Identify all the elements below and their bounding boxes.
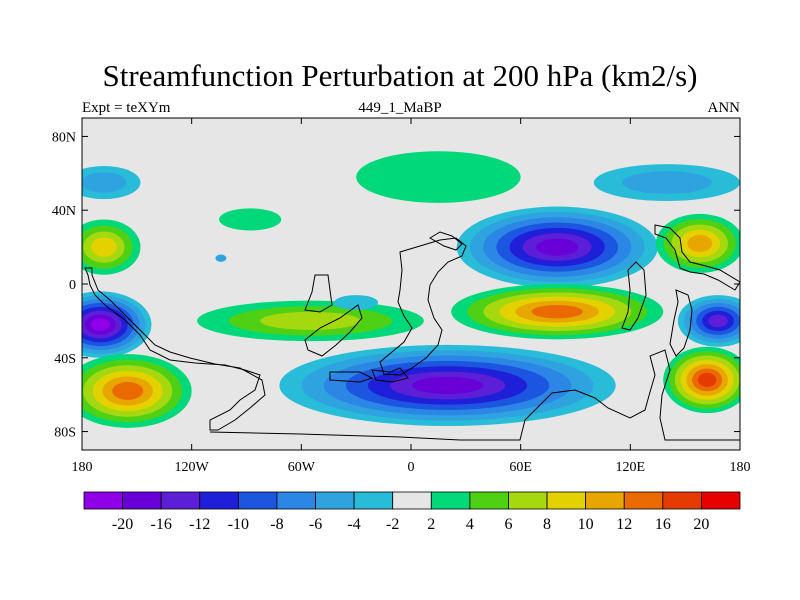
colorbar: -20 -16 -12 -10 -8 -6 -4 -2 2 4 6 8 10 12 16 20 bbox=[83, 491, 741, 533]
colorbar-swatch bbox=[701, 491, 741, 510]
colorbar-label: 10 bbox=[578, 516, 594, 533]
coastline-layer bbox=[84, 224, 740, 441]
contour-level-12-0 bbox=[334, 295, 379, 310]
left-string: Expt = teXYm bbox=[82, 100, 171, 116]
coastline-americas bbox=[84, 267, 266, 431]
coastline-north-america bbox=[304, 274, 333, 313]
colorbar-label: 20 bbox=[693, 516, 709, 533]
y-tick-label: 80S bbox=[54, 426, 76, 441]
contour-level-3-0 bbox=[219, 208, 282, 231]
colorbar-label: 8 bbox=[543, 516, 551, 533]
x-tick-label: 120W bbox=[175, 460, 210, 475]
x-tick-label: 0 bbox=[408, 460, 415, 475]
contour-level-11-5 bbox=[708, 314, 728, 328]
y-tick-label: 80N bbox=[52, 130, 76, 145]
contour-level-1-1 bbox=[621, 171, 712, 194]
coastline-europe bbox=[429, 231, 463, 251]
contour-level-6-3 bbox=[91, 237, 117, 257]
y-tick-label: 0 bbox=[69, 278, 76, 293]
colorbar-label: 6 bbox=[504, 516, 512, 533]
colorbar-label: 16 bbox=[655, 516, 671, 533]
center-string: 449_1_MaBP bbox=[358, 100, 442, 116]
map-title: Streamfunction Perturbation at 200 hPa (… bbox=[102, 58, 698, 93]
colorbar-label: -10 bbox=[228, 516, 249, 533]
contour-fill-layer bbox=[82, 151, 740, 428]
colorbar-swatch bbox=[83, 491, 123, 510]
colorbar-label: -6 bbox=[309, 516, 322, 533]
colorbar-label: -2 bbox=[386, 516, 399, 533]
contour-level-2-0 bbox=[356, 151, 521, 203]
contour-level-8-2 bbox=[260, 311, 361, 330]
contour-level-14-5 bbox=[112, 382, 144, 400]
contour-level-9-5 bbox=[531, 304, 583, 319]
coastline-antarctica bbox=[209, 349, 740, 441]
x-tick-label: 60W bbox=[288, 460, 316, 475]
colorbar-swatch bbox=[199, 491, 239, 510]
y-tick-label: 40S bbox=[54, 352, 76, 367]
colorbar-swatch bbox=[585, 491, 625, 510]
colorbar-label: -16 bbox=[151, 516, 172, 533]
colorbar-label: -12 bbox=[189, 516, 210, 533]
colorbar-swatch bbox=[623, 491, 664, 510]
contour-level-13-6 bbox=[412, 376, 483, 394]
colorbar-label: 2 bbox=[427, 516, 435, 533]
colorbar-swatch bbox=[237, 491, 278, 510]
x-tick-label: 180 bbox=[730, 460, 751, 475]
contour-level-5-6 bbox=[536, 238, 579, 256]
contour-level-10-7 bbox=[90, 318, 110, 331]
coastline-asia-india bbox=[621, 261, 647, 331]
colorbar-label: -8 bbox=[270, 516, 283, 533]
colorbar-swatch bbox=[353, 491, 394, 510]
colorbar-swatch bbox=[469, 491, 509, 510]
coastline-caribbean bbox=[371, 367, 409, 383]
y-tick-label: 40N bbox=[52, 204, 76, 219]
coastline-central-america bbox=[329, 371, 374, 383]
colorbar-swatch bbox=[276, 491, 316, 510]
colorbar-swatch bbox=[508, 491, 548, 510]
coastline-south-america bbox=[304, 304, 363, 357]
colorbar-swatch bbox=[122, 491, 162, 510]
coastline-east-asia bbox=[654, 224, 740, 291]
colorbar-swatch bbox=[430, 491, 471, 510]
colorbar-label: 4 bbox=[466, 516, 474, 533]
coastline-africa bbox=[379, 237, 467, 376]
coastline-pacific-islands bbox=[669, 289, 693, 357]
x-tick-label: 180 bbox=[72, 460, 93, 475]
colorbar-swatch bbox=[315, 491, 355, 510]
contour-level-0-1 bbox=[82, 172, 127, 193]
colorbar-swatch bbox=[392, 491, 432, 510]
contour-level-15-6 bbox=[697, 372, 717, 387]
axis-ticks: 180 120W 60W 0 60E 120E 180 80N 40N 0 40S 80S bbox=[52, 118, 751, 475]
contour-level-7-4 bbox=[687, 234, 713, 252]
colorbar-swatch bbox=[546, 491, 587, 510]
colorbar-label: 12 bbox=[616, 516, 632, 533]
right-string: ANN bbox=[707, 100, 741, 116]
colorbar-label: -4 bbox=[347, 516, 360, 533]
colorbar-swatch bbox=[160, 491, 201, 510]
x-tick-label: 60E bbox=[509, 460, 532, 475]
colorbar-label: -20 bbox=[112, 516, 133, 533]
colorbar-swatch bbox=[662, 491, 702, 510]
contour-level-4-0 bbox=[215, 254, 227, 262]
x-tick-label: 120E bbox=[616, 460, 646, 475]
